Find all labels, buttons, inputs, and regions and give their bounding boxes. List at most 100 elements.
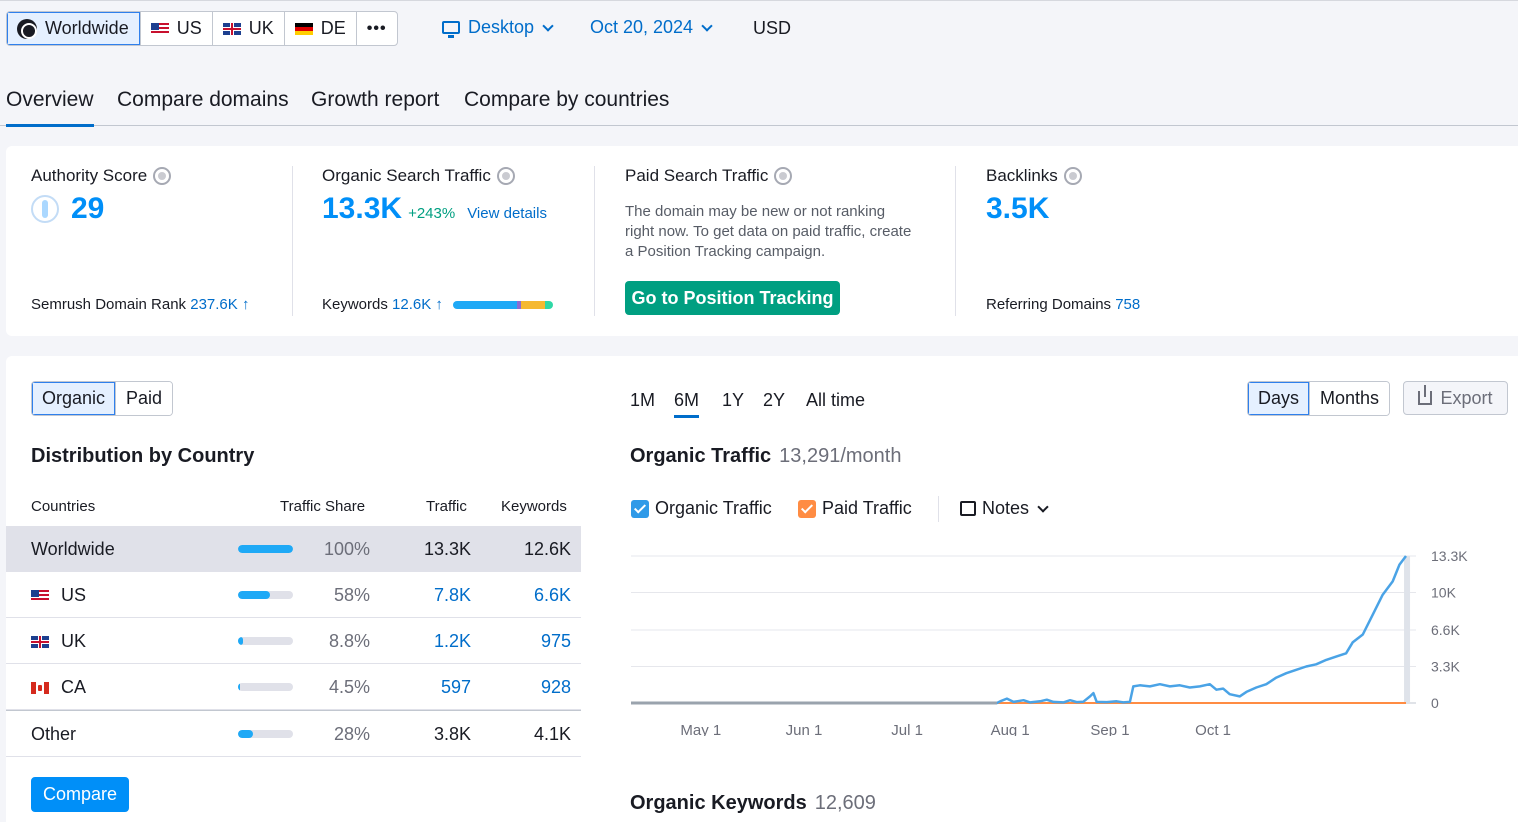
domain-rank-label: Semrush Domain Rank: [31, 296, 187, 313]
info-icon[interactable]: [774, 167, 793, 185]
currency-label: USD: [753, 18, 792, 38]
tab-compare-by-countries[interactable]: Compare by countries: [464, 88, 670, 111]
period-2y[interactable]: 2Y: [763, 390, 786, 410]
period-1y[interactable]: 1Y: [722, 390, 745, 410]
export-button[interactable]: Export: [1403, 381, 1508, 415]
distribution-title: Distribution by Country: [31, 445, 255, 467]
organic-paid-toggle: Organic Paid: [31, 381, 174, 416]
organic-traffic-title: Organic Search Traffic: [322, 166, 491, 185]
paid-traffic-metric: Paid Search Traffic The domain may be ne…: [625, 166, 945, 316]
organic-traffic-legend[interactable]: Organic Traffic: [631, 498, 772, 519]
organic-traffic-metric: Organic Search Traffic 13.3K +243% View …: [322, 166, 582, 316]
device-dropdown[interactable]: Desktop: [442, 17, 556, 38]
organic-keywords-value: 12,609: [814, 792, 876, 814]
authority-score-value[interactable]: 29: [71, 192, 105, 225]
keywords-intent-bar: [453, 301, 554, 310]
x-tick-label: Jul 1: [891, 722, 923, 736]
keywords-link[interactable]: 6.6K: [533, 585, 571, 605]
period-1m[interactable]: 1M: [630, 390, 656, 410]
organic-traffic-value[interactable]: 13.3K: [322, 192, 403, 225]
col-traffic: Traffic: [426, 498, 467, 515]
organic-traffic-change: +243%: [408, 205, 456, 222]
uk-flag-icon: [31, 635, 49, 648]
chevron-down-icon: [542, 19, 554, 32]
traffic-share-bar: [238, 545, 293, 553]
go-to-position-tracking-button[interactable]: Go to Position Tracking: [625, 281, 840, 315]
region-selector: Worldwide US UK DE •••: [6, 11, 398, 46]
divider: [938, 496, 939, 522]
organic-traffic-chart[interactable]: 0 3.3K 6.6K 10K 13.3K May 1 Jun 1 Jul 1 Aug 1 Sep…: [626, 536, 1506, 736]
paid-traffic-title: Paid Search Traffic: [625, 166, 769, 185]
x-tick-label: Aug 1: [991, 722, 1030, 736]
table-row[interactable]: US 58% 7.8K 6.6K: [6, 572, 581, 618]
col-countries: Countries: [31, 498, 96, 515]
backlinks-metric: Backlinks 3.5K Referring Domains 758: [986, 166, 1286, 316]
top-bar: Worldwide US UK DE ••• Desktop Oct 20, 2…: [0, 0, 1518, 60]
traffic-link[interactable]: 7.8K: [433, 585, 471, 605]
referring-domains-label: Referring Domains: [986, 296, 1112, 313]
us-flag-icon: [31, 589, 49, 602]
keywords-link[interactable]: 975: [540, 631, 571, 651]
tab-compare-domains[interactable]: Compare domains: [117, 88, 289, 111]
more-regions-button[interactable]: •••: [366, 19, 387, 37]
region-de[interactable]: DE: [285, 12, 357, 45]
export-icon: [1418, 385, 1433, 405]
organic-traffic-line: [631, 555, 1408, 705]
info-icon[interactable]: [1063, 167, 1082, 185]
period-all-time[interactable]: All time: [806, 390, 866, 410]
col-traffic-share: Traffic Share: [280, 498, 366, 515]
granularity-toggle: Days Months: [1247, 381, 1391, 416]
organic-traffic-chart-value: 13,291/month: [779, 445, 902, 467]
divider: [292, 166, 293, 316]
backlinks-value[interactable]: 3.5K: [986, 192, 1050, 225]
divider: [594, 166, 595, 316]
referring-domains-value[interactable]: 758: [1115, 296, 1141, 313]
organic-toggle-button[interactable]: Organic: [32, 382, 117, 415]
region-us[interactable]: US: [141, 12, 213, 45]
keywords-value[interactable]: 12.6K ↑: [392, 296, 443, 313]
table-row[interactable]: UK 8.8% 1.2K 975: [6, 618, 581, 664]
paid-toggle-button[interactable]: Paid: [116, 382, 173, 415]
date-dropdown[interactable]: Oct 20, 2024: [590, 17, 715, 38]
col-keywords: Keywords: [501, 498, 567, 515]
months-button[interactable]: Months: [1310, 382, 1390, 415]
de-flag-icon: [294, 22, 313, 35]
table-row[interactable]: CA 4.5% 597 928: [6, 664, 581, 710]
period-6m[interactable]: 6M: [674, 390, 700, 418]
table-row[interactable]: Worldwide 100% 13.3K 12.6K: [6, 526, 581, 572]
globe-icon: [17, 18, 37, 39]
compare-button[interactable]: Compare: [31, 777, 129, 812]
checkbox-icon: [631, 499, 649, 518]
metrics-card: Authority Score 29 Semrush Domain Rank 2…: [6, 146, 1518, 336]
domain-rank-value[interactable]: 237.6K ↑: [190, 296, 250, 313]
x-tick-label: Sep 1: [1090, 722, 1129, 736]
tab-growth-report[interactable]: Growth report: [311, 88, 440, 111]
notes-dropdown[interactable]: Notes: [960, 498, 1051, 519]
y-tick-label: 6.6K: [1431, 622, 1460, 638]
tab-overview[interactable]: Overview: [6, 88, 94, 127]
view-details-link[interactable]: View details: [467, 205, 547, 222]
traffic-link[interactable]: 597: [440, 677, 471, 697]
checkbox-icon: [798, 499, 816, 518]
x-tick-label: Jun 1: [786, 722, 823, 736]
organic-keywords-title: Organic Keywords: [630, 792, 807, 814]
table-row[interactable]: Other 28% 3.8K 4.1K: [6, 710, 581, 757]
traffic-link[interactable]: 1.2K: [433, 631, 471, 651]
keywords-link[interactable]: 928: [540, 677, 571, 697]
chevron-down-icon: [701, 19, 713, 32]
paid-traffic-legend[interactable]: Paid Traffic: [798, 498, 912, 519]
report-tabs: Overview Compare domains Growth report C…: [0, 80, 1518, 127]
hover-marker: [1404, 556, 1411, 703]
y-tick-label: 0: [1431, 695, 1439, 711]
uk-flag-icon: [222, 22, 241, 35]
region-uk[interactable]: UK: [213, 12, 285, 45]
x-tick-label: Oct 1: [1195, 722, 1231, 736]
info-icon[interactable]: [153, 167, 172, 185]
region-worldwide[interactable]: Worldwide: [7, 12, 141, 45]
authority-score-metric: Authority Score 29 Semrush Domain Rank 2…: [31, 166, 286, 316]
authority-ring-icon: [31, 195, 59, 223]
info-icon[interactable]: [496, 167, 515, 185]
divider: [955, 166, 956, 316]
days-button[interactable]: Days: [1248, 382, 1311, 415]
x-tick-label: May 1: [680, 722, 721, 736]
